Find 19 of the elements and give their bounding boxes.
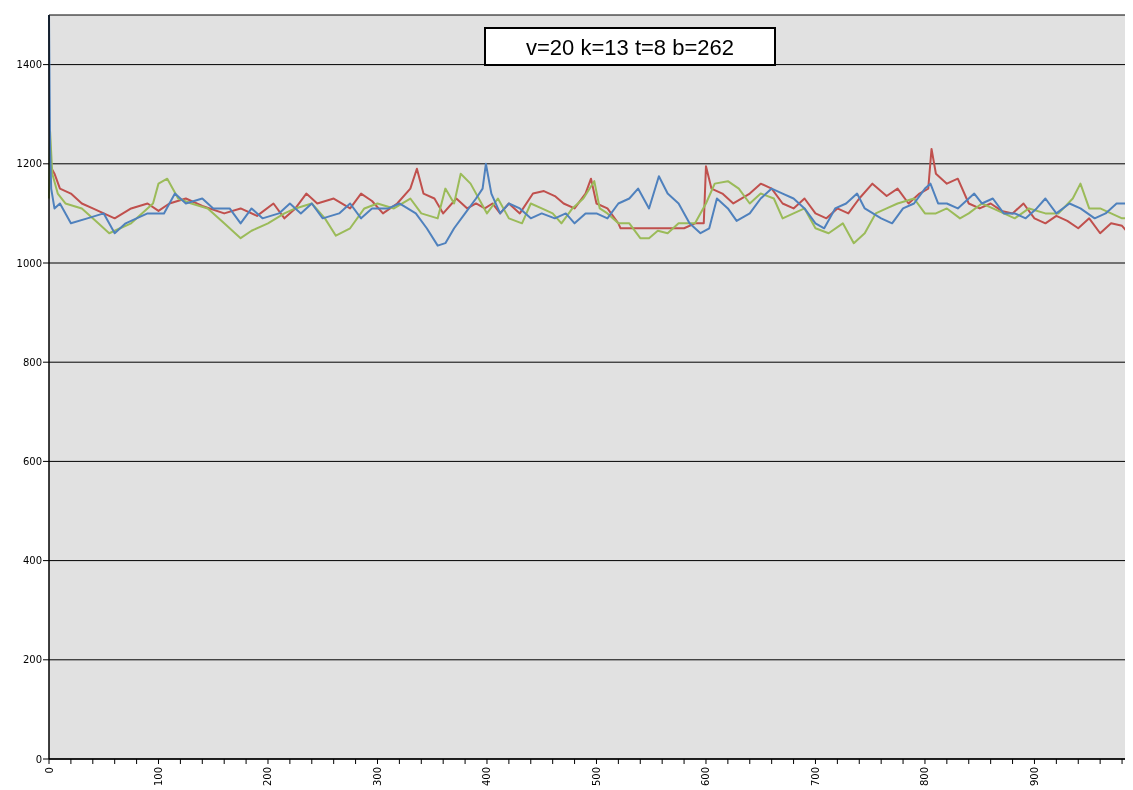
x-tick-label: 800 [919,767,931,787]
text: v=20 k=13 t=8 b=262 [526,34,734,60]
y-tick-label: 0 [35,753,42,765]
x-tick-label: 300 [371,767,383,787]
x-tick-label: 500 [590,767,602,787]
y-tick-label: 400 [22,555,42,567]
x-tick-label: 900 [1028,767,1040,787]
y-tick-label: 200 [22,654,42,666]
x-tick-label: 0 [43,767,55,774]
y-tick-label: 1400 [16,59,42,71]
x-tick-label: 100 [152,767,164,787]
y-tick-label: 800 [22,356,42,368]
y-tick-label: 1200 [16,158,42,170]
x-tick-label: 200 [262,767,274,787]
x-tick-label: 400 [481,767,493,787]
y-tick-label: 600 [22,455,42,467]
x-tick-label: 600 [700,767,712,787]
x-tick-label: 700 [809,767,821,787]
y-tick-label: 1000 [16,257,42,269]
